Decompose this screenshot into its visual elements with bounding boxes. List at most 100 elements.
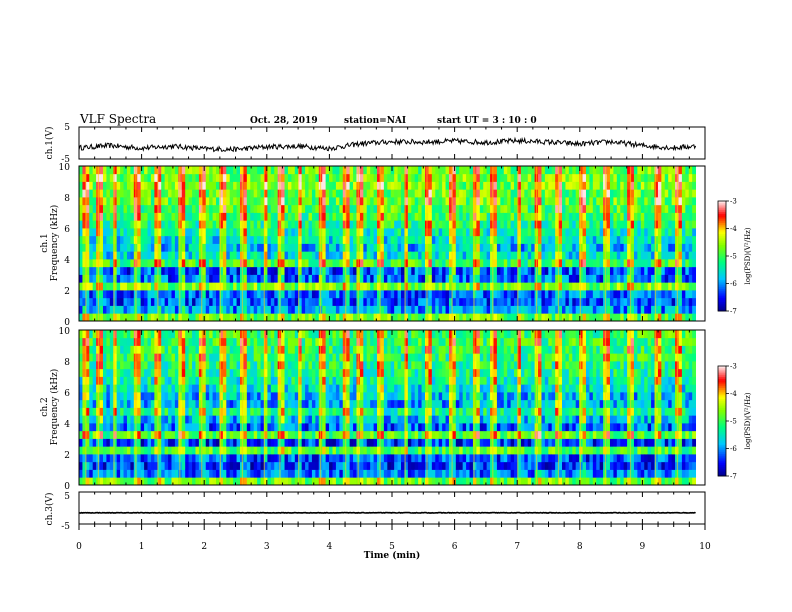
spectrogram-cell xyxy=(301,376,306,385)
spectrogram-cell xyxy=(229,305,234,314)
spectrogram-cell xyxy=(301,181,306,190)
spectrogram-cell xyxy=(459,259,464,268)
spectrogram-cell xyxy=(174,454,179,463)
spectrogram-cell xyxy=(678,212,683,221)
spectrogram-cell xyxy=(671,297,676,306)
spectrogram-cell xyxy=(301,189,306,198)
spectrogram-cell xyxy=(150,274,155,283)
spectrogram-cell xyxy=(538,204,542,213)
spectrogram-cell xyxy=(490,220,494,229)
spectrogram-cell xyxy=(555,305,559,314)
spectrogram-cell xyxy=(205,446,210,455)
spectrogram-cell xyxy=(246,290,251,299)
spectrogram-cell xyxy=(370,305,375,314)
spectrogram-cell xyxy=(198,235,203,244)
spectrogram-cell xyxy=(257,477,261,486)
spectrogram-cell xyxy=(263,368,268,377)
spectrogram-cell xyxy=(541,259,546,268)
spectrogram-cell xyxy=(531,313,536,322)
spectrogram-cell xyxy=(339,266,344,275)
spectrogram-cell xyxy=(438,282,443,291)
spectrogram-cell xyxy=(685,220,690,229)
spectrogram-cell xyxy=(322,235,327,244)
spectrogram-cell xyxy=(281,189,285,198)
spectrogram-cell xyxy=(181,353,186,362)
spectrogram-cell xyxy=(209,345,213,354)
spectrogram-cell xyxy=(281,361,285,370)
spectrogram-cell xyxy=(681,212,686,221)
spectrogram-cell xyxy=(397,173,402,182)
spectrogram-cell xyxy=(479,251,484,260)
spectrogram-cell xyxy=(113,446,118,455)
spectrogram-cell xyxy=(654,259,659,268)
spectrogram-cell xyxy=(243,399,248,408)
spectrogram-cell xyxy=(294,477,299,486)
spectrogram-cell xyxy=(589,235,594,244)
spectrogram-cell xyxy=(517,259,522,268)
spectrogram-cell xyxy=(579,313,583,322)
spectrogram-cell xyxy=(377,173,381,182)
spectrogram-cell xyxy=(685,166,690,175)
spectrogram-cell xyxy=(233,220,237,229)
spectrogram-cell xyxy=(164,469,169,478)
spectrogram-cell xyxy=(387,173,392,182)
spectrogram-cell xyxy=(524,251,529,260)
spectrogram-cell xyxy=(126,415,131,424)
spectrogram-cell xyxy=(263,228,268,237)
spectrogram-cell xyxy=(616,282,621,291)
spectrogram-cell xyxy=(174,446,179,455)
spectrogram-cell xyxy=(164,353,169,362)
spectrogram-cell xyxy=(644,282,649,291)
spectrogram-cell xyxy=(616,305,621,314)
spectrogram-cell xyxy=(168,305,172,314)
spectrogram-cell xyxy=(120,461,124,470)
spectrogram-cell xyxy=(202,392,207,401)
spectrogram-cell xyxy=(507,259,512,268)
spectrogram-cell xyxy=(222,197,227,206)
spectrogram-cell xyxy=(253,407,258,416)
spectrogram-cell xyxy=(92,266,97,275)
spectrogram-cell xyxy=(109,290,114,299)
spectrogram-cell xyxy=(448,290,453,299)
spectrogram-cell xyxy=(181,477,186,486)
spectrogram-cell xyxy=(102,469,107,478)
spectrogram-cell xyxy=(120,251,124,260)
spectrogram-cell xyxy=(640,235,645,244)
spectrogram-cell xyxy=(596,173,601,182)
spectrogram-cell xyxy=(493,243,498,252)
spectrogram-cell xyxy=(154,228,159,237)
spectrogram-cell xyxy=(401,282,405,291)
spectrogram-cell xyxy=(346,282,351,291)
spectrogram-cell xyxy=(102,197,107,206)
spectrogram-cell xyxy=(161,220,166,229)
spectrogram-cell xyxy=(531,266,536,275)
spectrogram-cell xyxy=(113,228,118,237)
spectrogram-cell xyxy=(233,212,237,221)
spectrogram-cell xyxy=(298,384,303,393)
spectrogram-cell xyxy=(377,228,381,237)
spectrogram-cell xyxy=(486,181,491,190)
spectrogram-cell xyxy=(150,330,155,339)
spectrogram-cell xyxy=(102,173,107,182)
spectrogram-cell xyxy=(538,251,542,260)
spectrogram-cell xyxy=(257,461,261,470)
spectrogram-cell xyxy=(630,212,635,221)
spectrogram-cell xyxy=(339,228,344,237)
spectrogram-cell xyxy=(527,290,532,299)
spectrogram-cell xyxy=(589,166,594,175)
spectrogram-cell xyxy=(359,173,364,182)
spectrogram-cell xyxy=(212,204,217,213)
spectrogram-cell xyxy=(263,337,268,346)
spectrogram-cell xyxy=(582,266,587,275)
spectrogram-cell xyxy=(517,290,522,299)
spectrogram-cell xyxy=(527,212,532,221)
spectrogram-cell xyxy=(246,282,251,291)
spectrogram-cell xyxy=(260,243,265,252)
spectrogram-cell xyxy=(212,212,217,221)
spectrogram-cell xyxy=(390,266,395,275)
spectrogram-cell xyxy=(322,204,327,213)
spectrogram-cell xyxy=(257,330,261,339)
spectrogram-cell xyxy=(82,228,87,237)
spectrogram-cell xyxy=(459,251,464,260)
spectrogram-cell xyxy=(212,251,217,260)
